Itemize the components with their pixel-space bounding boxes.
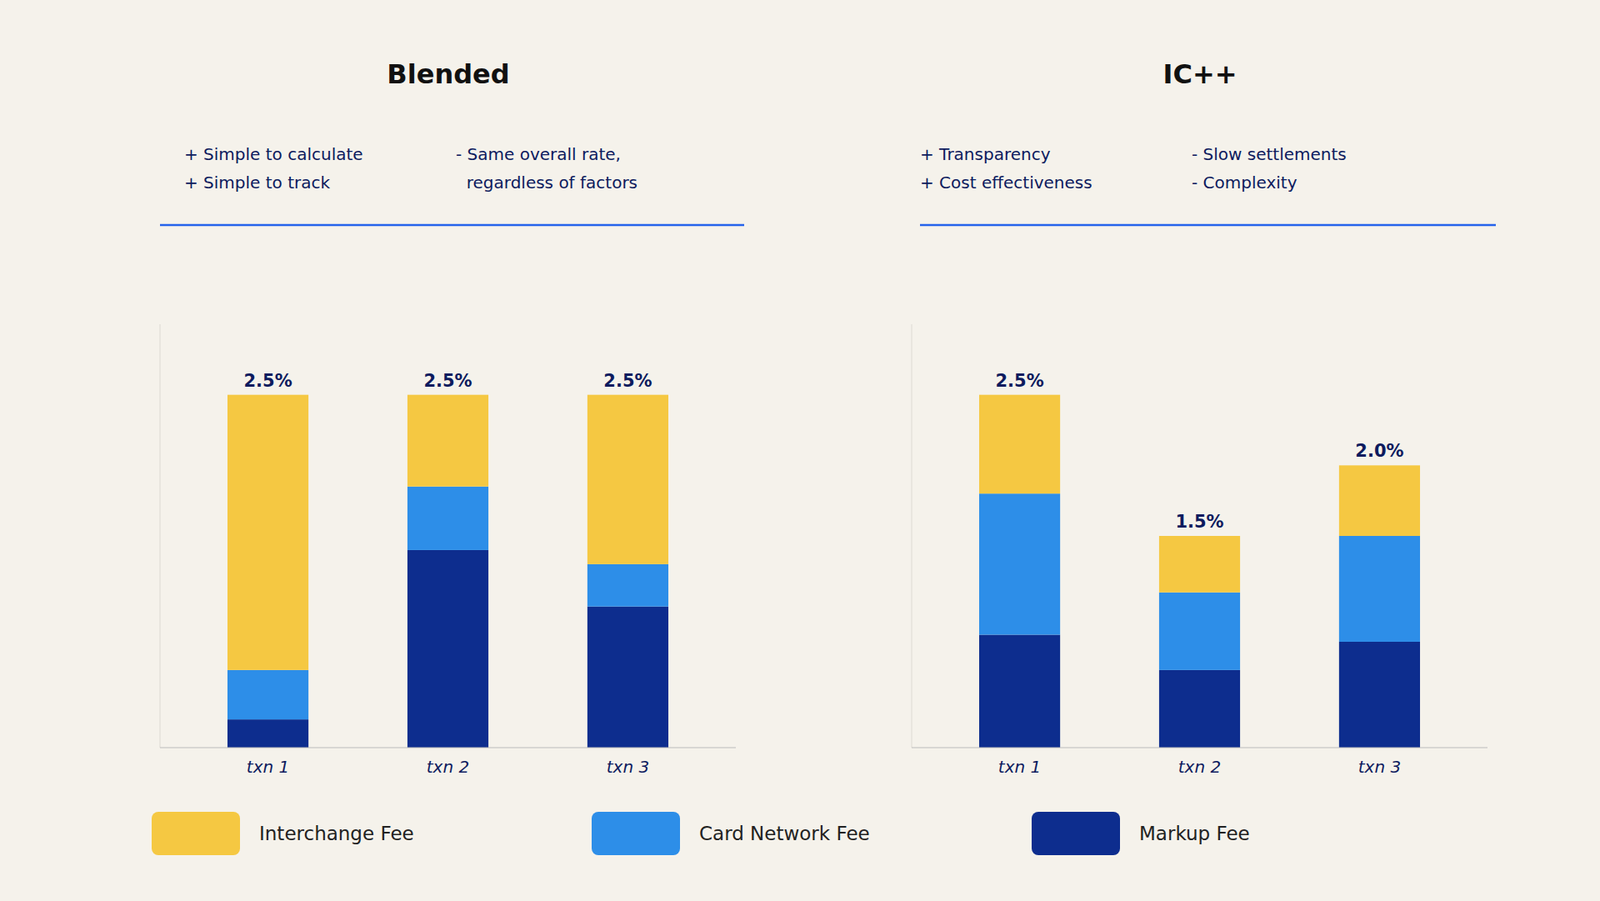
x-axis-line bbox=[911, 747, 1488, 749]
bar-segment: Markup Fee bbox=[227, 719, 309, 748]
bar-segment: Interchange Fee bbox=[587, 395, 669, 565]
bar-segment: Interchange Fee bbox=[979, 395, 1060, 495]
legend-swatch bbox=[1031, 811, 1120, 855]
annotation: + Simple to calculate + Simple to track bbox=[184, 140, 364, 197]
x-tick-label: txn 1 bbox=[998, 756, 1041, 777]
legend-swatch bbox=[591, 811, 680, 855]
bar-segment: Card Network Fee bbox=[1159, 592, 1240, 670]
legend: Interchange Fee Card Network Fee Markup Fe… bbox=[151, 811, 1250, 855]
total-label: 2.0% bbox=[1355, 440, 1404, 461]
bar-segment: Interchange Fee bbox=[1159, 535, 1240, 593]
bars: Markup FeeCard Network FeeInterchange Fe… bbox=[227, 395, 669, 748]
chart-title: IC++ bbox=[1162, 58, 1237, 90]
chart-title: Blended bbox=[386, 58, 510, 90]
chart: BlendedMarkup FeeCard Network FeeInterch… bbox=[160, 58, 745, 777]
bar-segment: Card Network Fee bbox=[407, 486, 489, 550]
total-label: 2.5% bbox=[423, 370, 472, 391]
legend-label: Interchange Fee bbox=[259, 822, 415, 845]
annotation: - Same overall rate, regardless of facto… bbox=[455, 140, 638, 197]
x-axis-line bbox=[160, 747, 736, 749]
bar-segment: Card Network Fee bbox=[587, 564, 669, 607]
bar-segment: Interchange Fee bbox=[1339, 465, 1420, 536]
bar-segment: Interchange Fee bbox=[227, 395, 309, 670]
x-tick-label: txn 1 bbox=[246, 756, 290, 777]
annotation: - Slow settlements - Complexity bbox=[1191, 140, 1347, 197]
chart: IC++Markup FeeCard Network FeeInterchang… bbox=[911, 58, 1496, 777]
x-tick-label: txn 3 bbox=[1358, 756, 1401, 777]
x-tick-label: txn 2 bbox=[1178, 756, 1221, 777]
legend-swatch bbox=[151, 811, 240, 855]
bar-segment: Card Network Fee bbox=[227, 670, 309, 720]
annotation: + Transparency + Cost effectiveness bbox=[920, 140, 1093, 197]
bar-segment: Markup Fee bbox=[587, 606, 669, 748]
bar-segment: Markup Fee bbox=[407, 550, 489, 748]
chart-canvas: BlendedMarkup FeeCard Network FeeInterch… bbox=[0, 0, 1600, 901]
x-tick-label: txn 3 bbox=[606, 756, 650, 777]
bar-segment: Markup Fee bbox=[1159, 670, 1240, 748]
bar-segment: Card Network Fee bbox=[979, 493, 1060, 635]
separator bbox=[160, 224, 745, 226]
total-label: 2.5% bbox=[603, 370, 652, 391]
total-label: 2.5% bbox=[243, 370, 292, 391]
y-axis-line bbox=[911, 324, 913, 748]
bar-segment: Markup Fee bbox=[1339, 641, 1420, 748]
legend-label: Markup Fee bbox=[1139, 822, 1250, 845]
bar-segment: Markup Fee bbox=[979, 635, 1060, 748]
total-label: 1.5% bbox=[1175, 511, 1224, 532]
bars: Markup FeeCard Network FeeInterchange Fe… bbox=[979, 395, 1420, 748]
bar-segment: Interchange Fee bbox=[407, 395, 489, 487]
total-label: 2.5% bbox=[995, 370, 1044, 391]
separator bbox=[920, 224, 1496, 226]
bar-segment: Card Network Fee bbox=[1339, 535, 1420, 642]
y-axis-line bbox=[160, 324, 161, 748]
x-tick-label: txn 2 bbox=[426, 756, 470, 777]
legend-label: Card Network Fee bbox=[699, 822, 870, 845]
